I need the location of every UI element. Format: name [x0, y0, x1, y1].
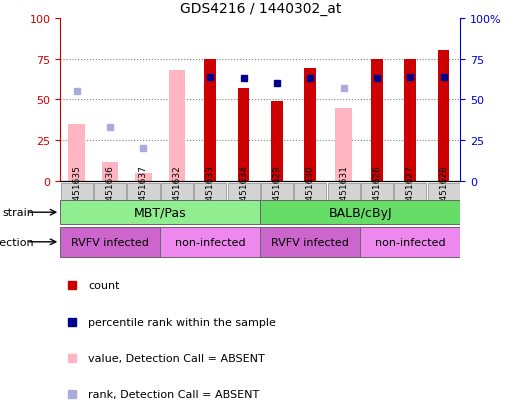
Text: GSM451626: GSM451626	[372, 165, 381, 219]
Bar	[228, 184, 259, 200]
Text: GSM451632: GSM451632	[173, 165, 181, 219]
Bar	[271, 102, 283, 182]
Bar	[335, 108, 352, 182]
Text: GSM451628: GSM451628	[439, 165, 448, 219]
Text: GSM451635: GSM451635	[72, 165, 81, 219]
Text: strain: strain	[2, 208, 34, 218]
Bar	[69, 125, 85, 182]
Text: infection: infection	[0, 237, 34, 247]
Text: BALB/cByJ: BALB/cByJ	[328, 206, 392, 219]
Text: value, Detection Call = ABSENT: value, Detection Call = ABSENT	[88, 353, 265, 363]
Bar	[360, 227, 460, 257]
Bar	[404, 59, 416, 182]
Bar	[327, 184, 359, 200]
Bar	[428, 184, 460, 200]
Bar	[438, 51, 449, 182]
Text: GSM451627: GSM451627	[406, 165, 415, 219]
Bar	[394, 184, 426, 200]
Bar	[128, 184, 160, 200]
Bar	[361, 184, 393, 200]
Text: rank, Detection Call = ABSENT: rank, Detection Call = ABSENT	[88, 389, 259, 399]
Text: RVFV infected: RVFV infected	[271, 237, 349, 247]
Bar	[60, 201, 260, 225]
Bar	[135, 173, 152, 182]
Title: GDS4216 / 1440302_at: GDS4216 / 1440302_at	[179, 2, 341, 16]
Text: GSM451636: GSM451636	[106, 165, 115, 219]
Bar	[294, 184, 326, 200]
Text: MBT/Pas: MBT/Pas	[134, 206, 187, 219]
Bar	[168, 71, 185, 182]
Text: percentile rank within the sample: percentile rank within the sample	[88, 317, 276, 327]
Bar	[371, 59, 383, 182]
Text: GSM451631: GSM451631	[339, 165, 348, 219]
Text: GSM451634: GSM451634	[239, 165, 248, 219]
Bar	[204, 59, 216, 182]
Bar	[260, 201, 460, 225]
Bar	[61, 184, 93, 200]
Text: count: count	[88, 281, 120, 291]
Bar	[94, 184, 126, 200]
Bar	[102, 162, 119, 182]
Bar	[304, 69, 316, 182]
Bar	[160, 227, 260, 257]
Text: RVFV infected: RVFV infected	[71, 237, 149, 247]
Text: GSM451629: GSM451629	[272, 165, 281, 219]
Text: GSM451630: GSM451630	[306, 165, 315, 219]
Bar	[260, 227, 360, 257]
Text: non-infected: non-infected	[375, 237, 446, 247]
Bar	[261, 184, 293, 200]
Bar	[194, 184, 226, 200]
Text: non-infected: non-infected	[175, 237, 245, 247]
Text: GSM451633: GSM451633	[206, 165, 214, 219]
Text: GSM451637: GSM451637	[139, 165, 148, 219]
Bar	[237, 89, 249, 182]
Bar	[60, 227, 160, 257]
Bar	[161, 184, 193, 200]
